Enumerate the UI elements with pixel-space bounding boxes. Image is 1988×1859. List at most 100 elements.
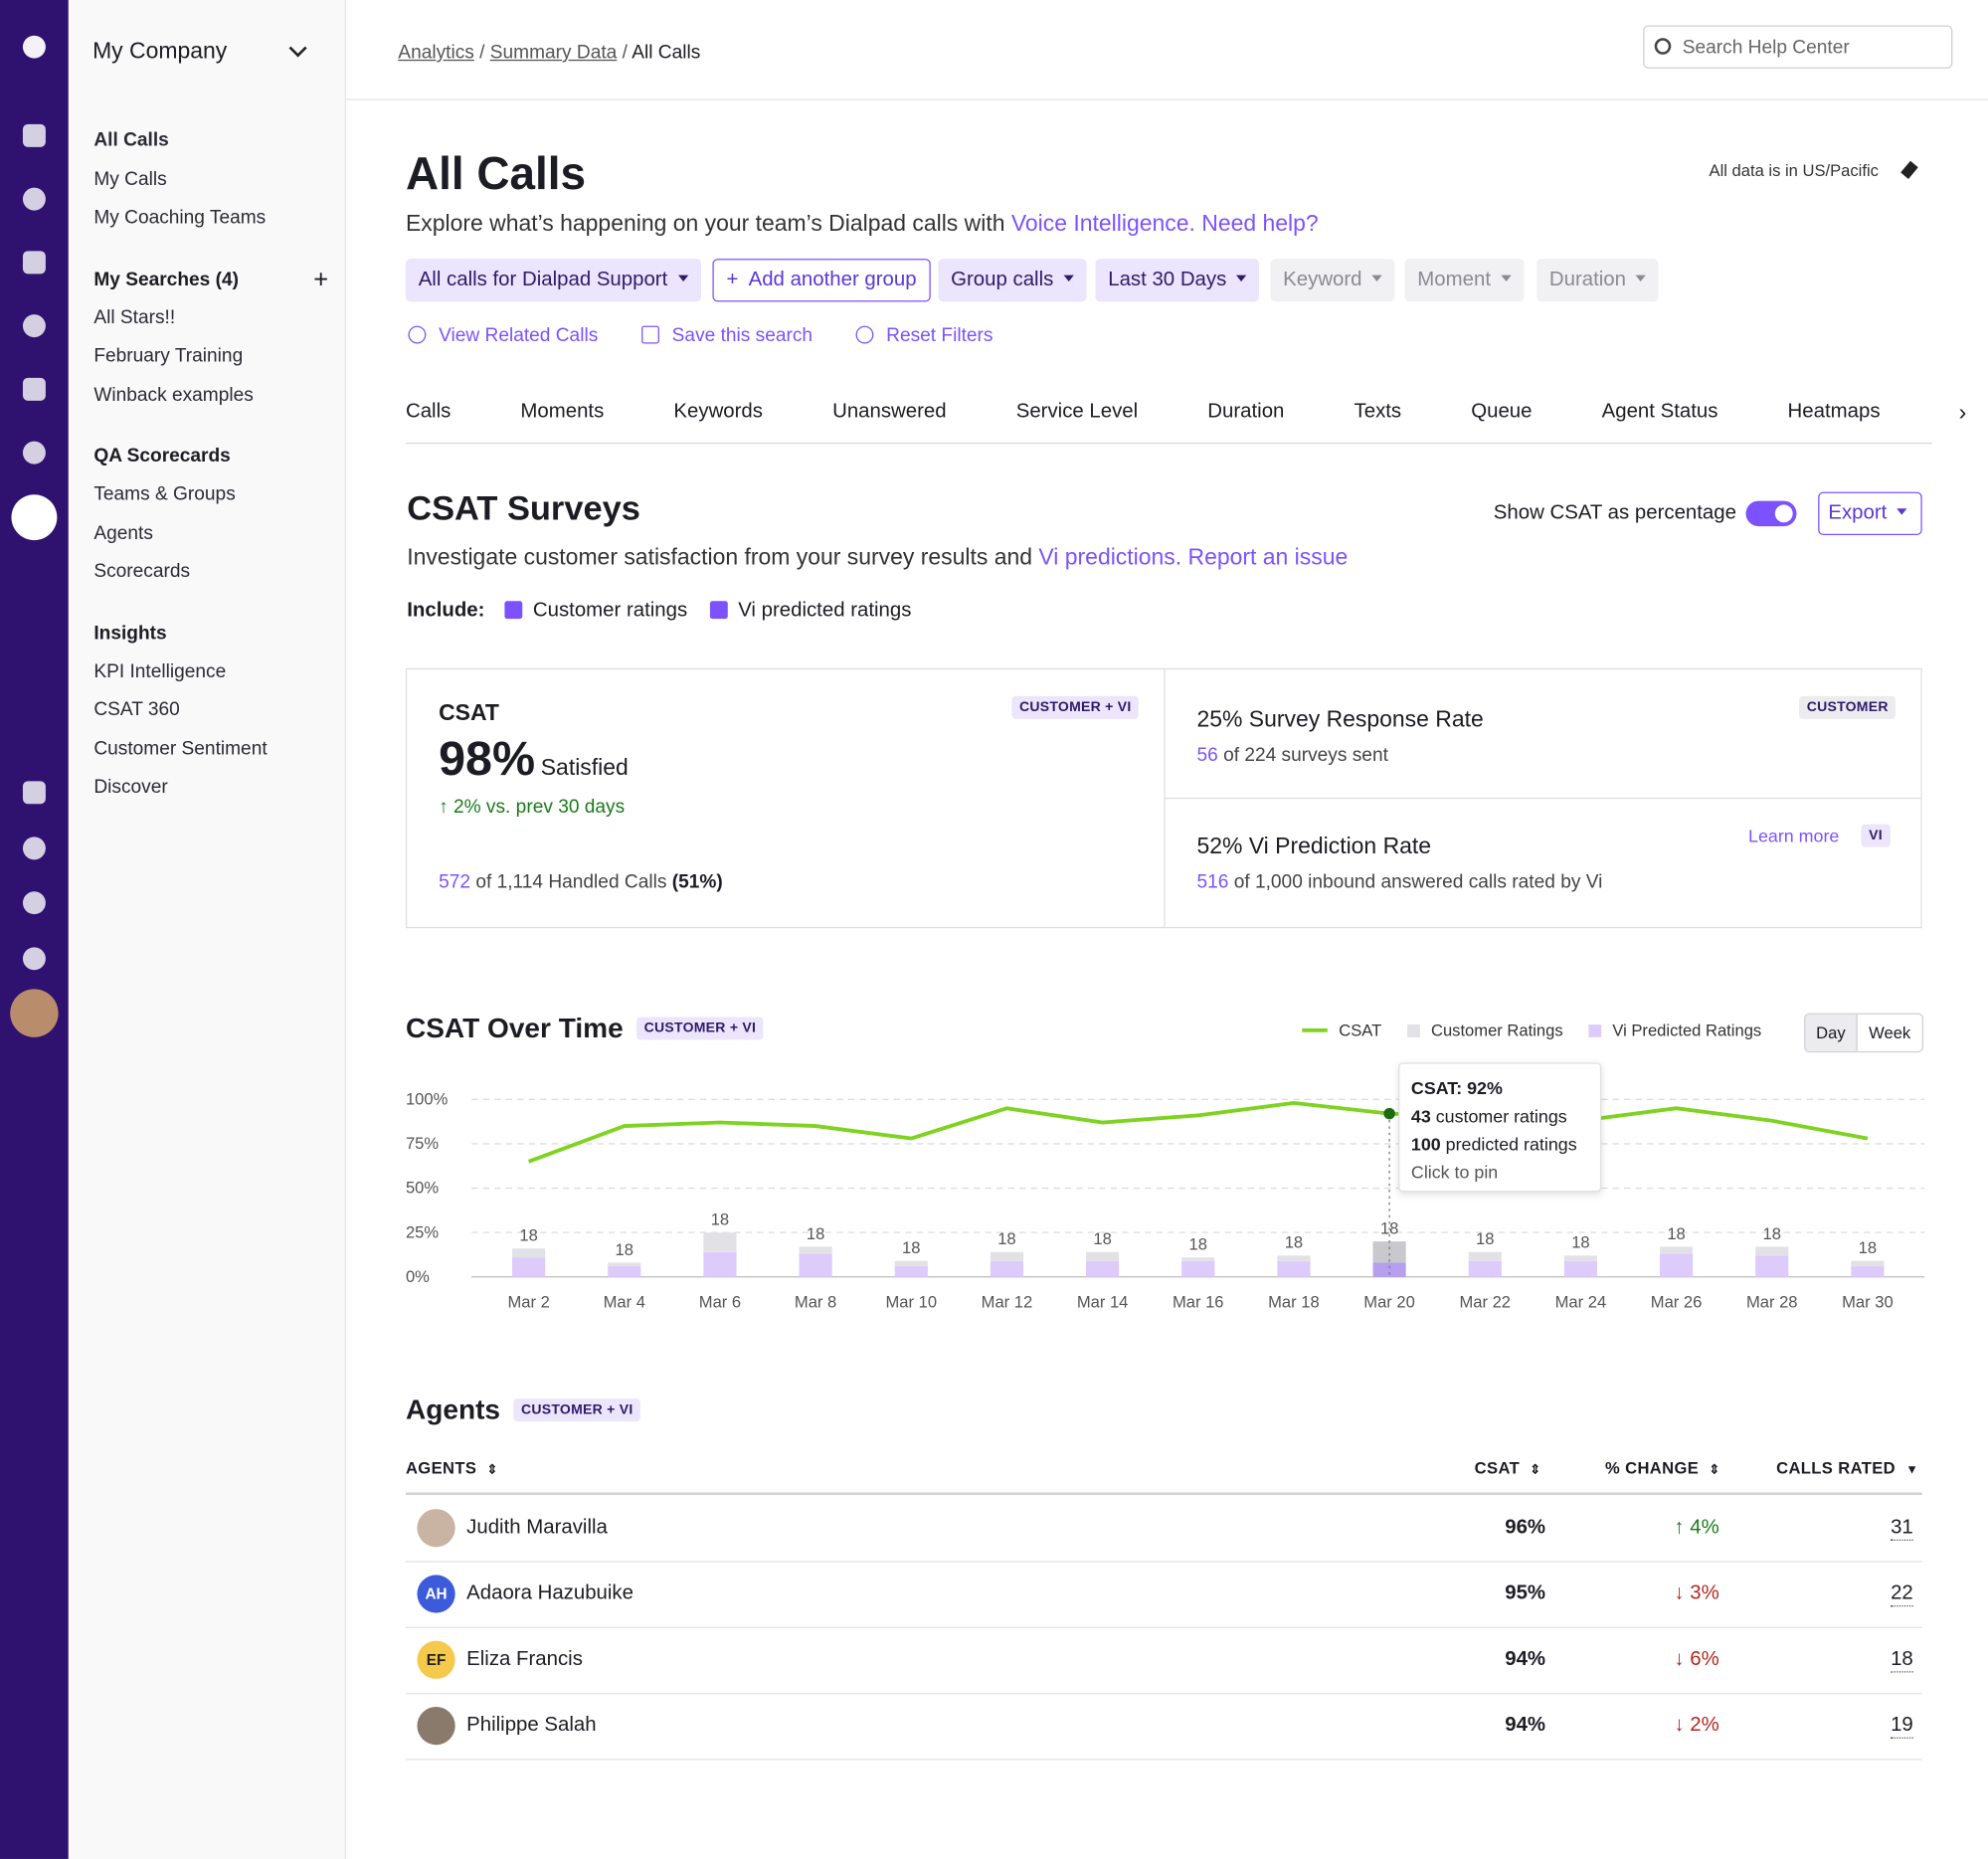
bar-segment (799, 1253, 832, 1277)
tab[interactable]: Moments (520, 400, 605, 423)
filter-label: Duration (1548, 269, 1627, 290)
column-header[interactable]: AGENTS ⇕ (406, 1458, 498, 1477)
legend-item[interactable]: Vi Predicted Ratings (1588, 1021, 1761, 1039)
bar-segment (512, 1248, 546, 1258)
side-item[interactable]: Teams & Groups (93, 482, 236, 505)
period-option[interactable]: Week (1869, 1022, 1911, 1042)
section-title: My Searches (4) (93, 268, 239, 290)
side-item[interactable]: Discover (93, 776, 168, 798)
column-header[interactable]: % CHANGE ⇕ (1605, 1458, 1719, 1477)
tab[interactable]: Agent Status (1601, 400, 1718, 423)
x-tick-label: Mar 10 (885, 1292, 937, 1311)
tab[interactable]: Calls (405, 400, 452, 423)
calls-rated[interactable]: 18 (1891, 1648, 1913, 1673)
table-row[interactable]: Judith Maravilla 96% ↑ 4% 31 (405, 1495, 1922, 1563)
calls-rated[interactable]: 31 (1891, 1517, 1913, 1541)
period-option[interactable]: Day (1805, 1014, 1858, 1051)
link[interactable]: Report an issue (1187, 543, 1349, 570)
tabs-next[interactable]: › (1939, 393, 1986, 442)
filter-chip[interactable]: Moment (1404, 259, 1525, 302)
side-item[interactable]: Scorecards (93, 560, 191, 583)
side-item[interactable]: My Coaching Teams (93, 206, 267, 229)
link[interactable]: Voice Intelligence. (1010, 210, 1195, 237)
pin-icon[interactable] (1900, 160, 1918, 179)
breadcrumb-current: All Calls (632, 42, 701, 64)
add-search[interactable]: + (313, 266, 329, 294)
calls-rated[interactable]: 19 (1891, 1715, 1913, 1739)
tab[interactable]: Unanswered (832, 400, 947, 423)
learn-more[interactable]: Learn more (1748, 825, 1840, 846)
analytics-icon[interactable] (11, 494, 58, 541)
agent-csat: 95% (1505, 1582, 1546, 1604)
table-row[interactable]: AH Adaora Hazubuike 95% ↓ 3% 22 (405, 1561, 1922, 1628)
apps-icon[interactable] (22, 891, 46, 915)
tab[interactable]: Queue (1471, 400, 1533, 423)
toggle[interactable] (1745, 500, 1797, 527)
filter-chip[interactable]: + Add another group (712, 259, 931, 302)
calls-rated[interactable]: 22 (1891, 1582, 1913, 1607)
side-item[interactable]: Customer Sentiment (93, 737, 268, 760)
export-button[interactable]: Export (1818, 491, 1922, 535)
side-item[interactable]: Agents (93, 521, 153, 544)
filter-chip[interactable]: Group calls (938, 259, 1087, 302)
bar-segment (894, 1266, 928, 1277)
side-item[interactable]: My Calls (93, 167, 167, 190)
notifications-icon[interactable] (22, 781, 46, 805)
x-tick-label: Mar 16 (1173, 1292, 1224, 1311)
tab[interactable]: Heatmaps (1787, 400, 1881, 423)
side-item[interactable]: CSAT 360 (93, 698, 180, 721)
dialpad-icon[interactable] (22, 837, 46, 860)
headset-icon[interactable] (22, 377, 46, 401)
x-tick-label: Mar 24 (1555, 1292, 1607, 1311)
column-header[interactable]: CSAT ⇕ (1475, 1458, 1541, 1477)
count-link[interactable]: 572 (439, 870, 471, 893)
tab[interactable]: Service Level (1015, 400, 1139, 423)
column-header[interactable]: CALLS RATED ▼ (1776, 1458, 1918, 1477)
contacts-icon[interactable] (22, 187, 46, 211)
filter-chip[interactable]: Keyword (1270, 259, 1395, 302)
history-icon[interactable] (22, 441, 46, 465)
breadcrumb-link[interactable]: Analytics (398, 42, 474, 64)
ai-icon[interactable] (22, 123, 46, 147)
action-link[interactable]: View Related Calls (408, 324, 598, 346)
filter-chip[interactable]: Duration (1536, 259, 1660, 302)
filter-chip[interactable]: All calls for Dialpad Support (405, 259, 701, 302)
bar-label: 18 (1667, 1224, 1685, 1243)
tab[interactable]: Keywords (673, 400, 763, 423)
side-item[interactable]: All Stars!! (93, 305, 176, 328)
side-item[interactable]: All Calls (93, 129, 169, 151)
action-link[interactable]: Reset Filters (855, 324, 993, 346)
caret (1371, 275, 1382, 282)
link[interactable]: Vi predictions. (1038, 543, 1182, 570)
bar-segment (1851, 1266, 1885, 1277)
tooltip[interactable]: CSAT: 92% 43 customer ratings 100 predic… (1398, 1062, 1602, 1193)
legend-item[interactable]: Customer Ratings (1406, 1021, 1563, 1039)
side-item[interactable]: Winback examples (93, 383, 254, 406)
search-input[interactable]: Search Help Center (1643, 25, 1953, 69)
help-icon[interactable] (22, 947, 46, 971)
legend-item[interactable]: CSAT (1302, 1021, 1381, 1039)
bar-segment (1372, 1262, 1406, 1277)
checkbox[interactable]: Customer ratings (504, 600, 687, 622)
filter-chip[interactable]: Last 30 Days (1095, 259, 1260, 302)
settings-icon[interactable] (22, 314, 46, 338)
bar-label: 18 (711, 1210, 729, 1229)
side-item[interactable]: February Training (93, 344, 244, 367)
office-icon[interactable] (22, 251, 46, 275)
company-name[interactable]: My Company (92, 38, 228, 64)
side-item[interactable]: KPI Intelligence (93, 659, 227, 682)
breadcrumb-link[interactable]: Summary Data (489, 42, 618, 64)
bar-label: 18 (1189, 1235, 1207, 1254)
change-value: 4% (1690, 1516, 1719, 1539)
count-link[interactable]: 56 (1196, 744, 1218, 767)
user-avatar[interactable] (10, 989, 59, 1037)
action-link[interactable]: Save this search (641, 324, 813, 346)
handled-row: 572 of 1,114 Handled Calls (51%) (439, 871, 723, 893)
table-row[interactable]: Philippe Salah 94% ↓ 2% 19 (405, 1693, 1922, 1761)
count-link[interactable]: 516 (1196, 870, 1229, 893)
link[interactable]: Need help? (1201, 210, 1319, 237)
table-row[interactable]: EF Eliza Francis 94% ↓ 6% 18 (405, 1627, 1922, 1695)
checkbox[interactable]: Vi predicted ratings (710, 600, 911, 622)
tab[interactable]: Texts (1354, 400, 1402, 423)
tab[interactable]: Duration (1207, 400, 1285, 423)
